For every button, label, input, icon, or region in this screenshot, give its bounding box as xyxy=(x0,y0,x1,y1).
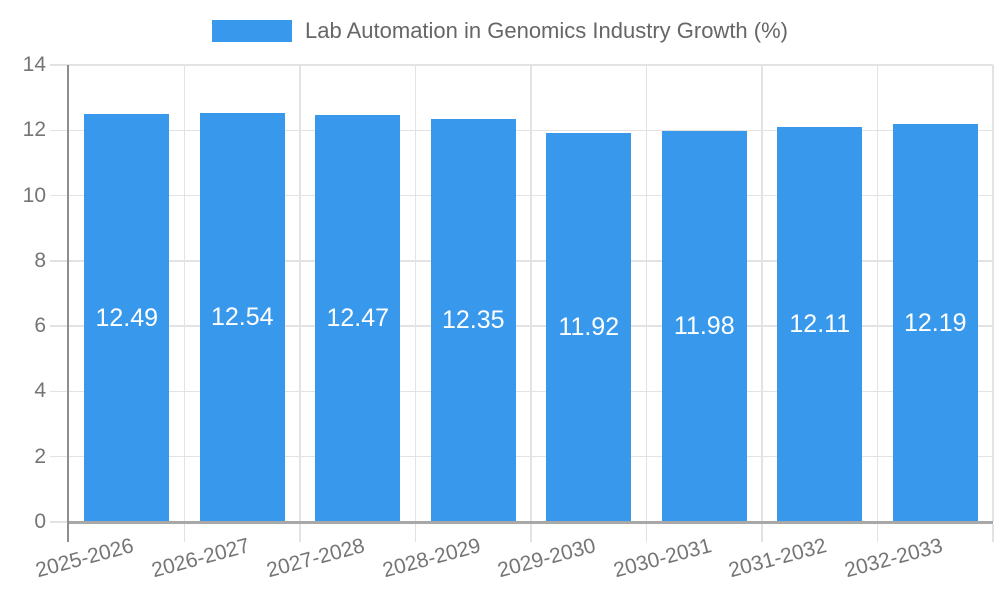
y-axis-tick xyxy=(50,325,69,327)
x-axis-line xyxy=(69,521,993,524)
x-tick-label-text: 2030-2031 xyxy=(610,534,714,583)
v-gridline xyxy=(299,65,301,522)
legend-swatch xyxy=(212,20,292,42)
x-tick-label-text: 2031-2032 xyxy=(726,534,830,583)
bar[interactable] xyxy=(199,112,285,522)
y-axis-tick xyxy=(50,390,69,393)
v-gridline xyxy=(530,65,532,522)
bar-value-label: 12.19 xyxy=(903,309,967,338)
bar-value-label: 12.54 xyxy=(210,303,274,332)
y-tick-label: 12 xyxy=(22,118,46,142)
legend-title: Lab Automation in Genomics Industry Grow… xyxy=(305,18,788,43)
bar[interactable] xyxy=(546,132,632,522)
bar[interactable] xyxy=(892,124,978,522)
bar-value-label: 12.47 xyxy=(326,304,390,333)
bar[interactable] xyxy=(84,114,170,522)
x-tick-label-text: 2029-2030 xyxy=(495,534,599,583)
v-gridline xyxy=(876,65,879,522)
bar-value-label: 12.35 xyxy=(441,306,505,335)
x-axis-tick xyxy=(183,524,186,542)
y-axis-line xyxy=(67,65,69,542)
y-axis-tick xyxy=(50,64,69,66)
v-gridline xyxy=(645,65,648,522)
y-tick-label: 2 xyxy=(34,444,46,468)
v-gridline xyxy=(992,65,994,522)
y-tick-label: 6 xyxy=(34,314,46,338)
bar-value-label: 12.11 xyxy=(789,310,851,339)
y-axis-tick xyxy=(50,521,69,523)
y-axis-tick xyxy=(50,455,69,458)
x-axis-tick xyxy=(530,524,532,542)
y-tick-label: 0 xyxy=(34,510,46,533)
x-axis-tick xyxy=(645,524,648,542)
x-tick-label-text: 2032-2033 xyxy=(841,534,945,583)
x-axis-tick xyxy=(992,524,994,542)
bar[interactable] xyxy=(315,114,401,522)
v-gridline xyxy=(761,65,763,522)
x-tick-label-text: 2025-2026 xyxy=(33,534,137,583)
x-axis-tick xyxy=(876,524,879,542)
bar[interactable] xyxy=(430,118,516,522)
bar[interactable] xyxy=(661,130,747,522)
bar-value-label: 11.98 xyxy=(673,312,735,341)
y-tick-label: 8 xyxy=(34,248,46,272)
v-gridline xyxy=(414,65,417,522)
y-axis-tick xyxy=(50,194,69,197)
y-axis-tick xyxy=(50,129,69,132)
x-axis-tick xyxy=(299,524,301,542)
y-axis-tick xyxy=(50,260,69,262)
x-tick-label-text: 2026-2027 xyxy=(148,534,252,583)
y-tick-label: 14 xyxy=(22,53,46,76)
x-tick-label-text: 2027-2028 xyxy=(264,534,368,583)
x-axis-tick xyxy=(414,524,417,542)
x-tick-label-text: 2028-2029 xyxy=(379,534,483,583)
bar-value-label: 12.49 xyxy=(95,304,159,333)
bar-value-label: 11.92 xyxy=(558,313,620,342)
v-gridline xyxy=(183,65,186,522)
y-tick-label: 10 xyxy=(22,183,46,207)
bar[interactable] xyxy=(777,126,863,522)
x-axis-tick xyxy=(761,524,763,542)
legend[interactable]: Lab Automation in Genomics Industry Grow… xyxy=(0,18,1000,44)
y-tick-label: 4 xyxy=(34,379,46,403)
